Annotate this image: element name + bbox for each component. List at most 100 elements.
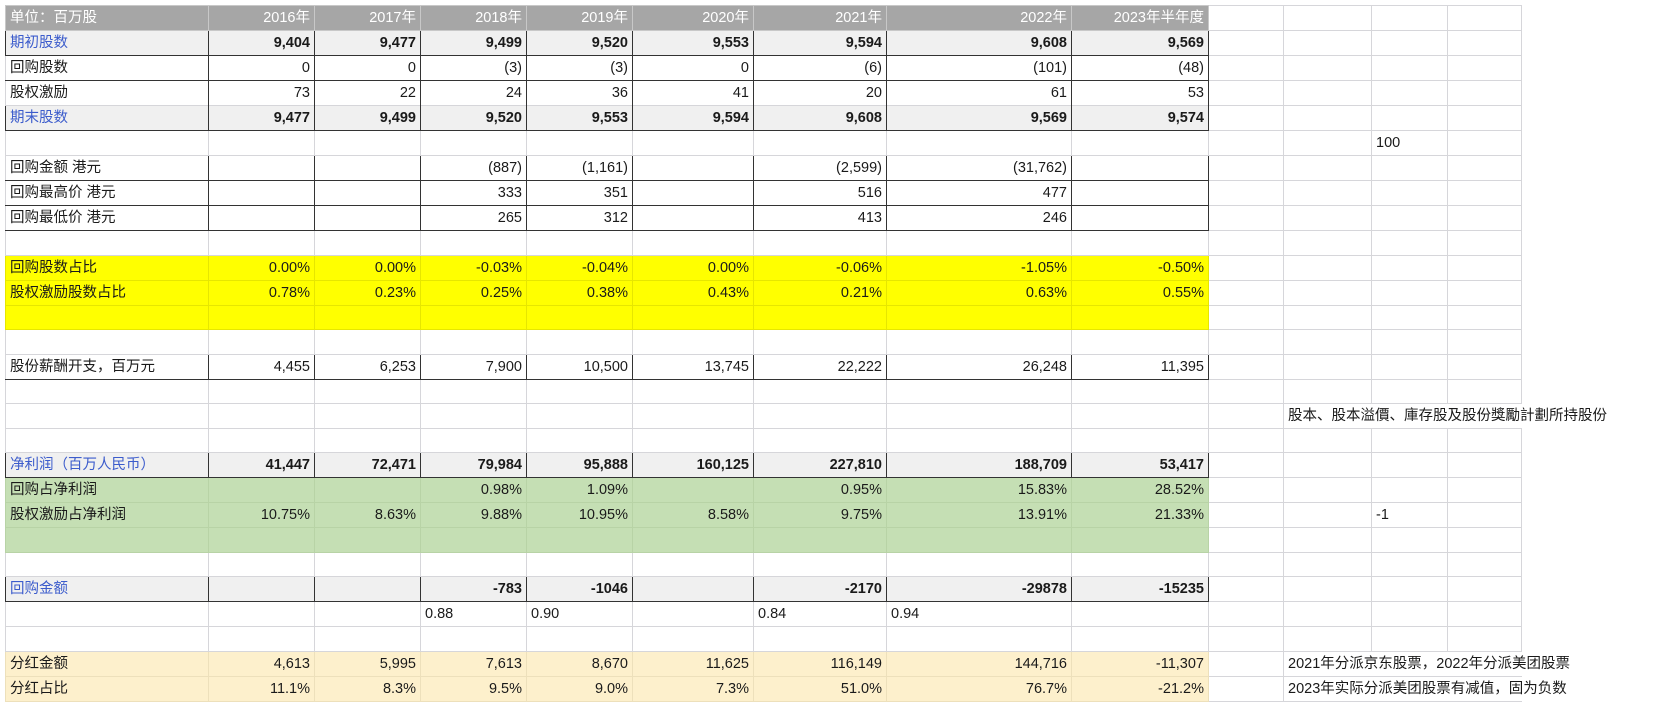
value-cell[interactable]: 0.95% bbox=[753, 477, 887, 503]
value-cell[interactable]: 51.0% bbox=[753, 675, 887, 702]
value-cell[interactable]: 9,499 bbox=[420, 30, 527, 56]
value-cell[interactable]: 9,594 bbox=[753, 30, 887, 56]
row-label-cell[interactable]: 回购最低价 港元 bbox=[5, 205, 209, 231]
value-cell[interactable]: 0.38% bbox=[526, 279, 633, 306]
cell-l[interactable] bbox=[1371, 353, 1448, 380]
value-cell[interactable] bbox=[632, 304, 754, 330]
cell-j[interactable] bbox=[1208, 155, 1284, 181]
value-cell[interactable] bbox=[314, 230, 421, 256]
cell-k[interactable] bbox=[1283, 155, 1372, 181]
row-label-cell[interactable]: 回购占净利润 bbox=[5, 477, 209, 503]
cell-j[interactable] bbox=[1208, 180, 1284, 206]
value-cell[interactable] bbox=[753, 329, 887, 355]
value-cell[interactable] bbox=[314, 155, 421, 181]
value-cell[interactable] bbox=[753, 304, 887, 330]
cell-j[interactable] bbox=[1208, 403, 1284, 429]
value-cell[interactable]: 0.23% bbox=[314, 279, 421, 306]
value-cell[interactable]: 79,984 bbox=[420, 452, 527, 478]
value-cell[interactable]: -783 bbox=[420, 576, 527, 602]
value-cell[interactable] bbox=[314, 527, 421, 553]
value-cell[interactable] bbox=[632, 329, 754, 355]
value-cell[interactable]: 8,670 bbox=[526, 650, 633, 677]
value-cell[interactable]: 160,125 bbox=[632, 452, 754, 478]
cell-k[interactable] bbox=[1283, 230, 1372, 256]
cell-k[interactable]: 2021年分派京东股票，2022年分派美团股票 bbox=[1283, 650, 1573, 677]
value-cell[interactable]: 9,477 bbox=[314, 30, 421, 56]
cell-k[interactable] bbox=[1283, 502, 1372, 528]
value-cell[interactable] bbox=[1071, 304, 1209, 330]
value-cell[interactable]: 265 bbox=[420, 205, 527, 231]
value-cell[interactable]: 15.83% bbox=[886, 477, 1072, 503]
cell-m[interactable] bbox=[1447, 55, 1522, 81]
row-label-cell[interactable] bbox=[5, 427, 209, 453]
row-label-cell[interactable]: 期末股数 bbox=[5, 105, 209, 131]
value-cell[interactable]: -1046 bbox=[526, 576, 633, 602]
cell-j[interactable] bbox=[1208, 626, 1284, 652]
cell-m[interactable] bbox=[1447, 279, 1522, 306]
row-label-cell[interactable] bbox=[5, 626, 209, 652]
value-cell[interactable] bbox=[1071, 180, 1209, 206]
cell-j[interactable] bbox=[1208, 230, 1284, 256]
row-label-cell[interactable] bbox=[5, 551, 209, 577]
value-cell[interactable] bbox=[1071, 527, 1209, 553]
value-cell[interactable]: 7,613 bbox=[420, 650, 527, 677]
value-cell[interactable] bbox=[886, 130, 1072, 156]
value-cell[interactable] bbox=[526, 304, 633, 330]
cell-m[interactable] bbox=[1447, 130, 1522, 156]
value-cell[interactable] bbox=[632, 130, 754, 156]
value-cell[interactable]: 0.78% bbox=[208, 279, 315, 306]
value-cell[interactable]: 9,404 bbox=[208, 30, 315, 56]
value-cell[interactable]: 116,149 bbox=[753, 650, 887, 677]
row-label-cell[interactable]: 回购股数 bbox=[5, 55, 209, 81]
column-header-cell[interactable]: 2023年半年度 bbox=[1071, 5, 1209, 31]
cell-k[interactable] bbox=[1283, 626, 1372, 652]
cell-l[interactable]: -1 bbox=[1371, 502, 1448, 528]
cell-m[interactable] bbox=[1447, 551, 1522, 577]
value-cell[interactable] bbox=[314, 130, 421, 156]
value-cell[interactable]: 22 bbox=[314, 80, 421, 106]
value-cell[interactable] bbox=[314, 180, 421, 206]
value-cell[interactable] bbox=[314, 378, 421, 404]
value-cell[interactable] bbox=[886, 378, 1072, 404]
value-cell[interactable]: 53,417 bbox=[1071, 452, 1209, 478]
value-cell[interactable]: 9,569 bbox=[1071, 30, 1209, 56]
row-label-cell[interactable]: 股权激励占净利润 bbox=[5, 502, 209, 528]
value-cell[interactable] bbox=[886, 427, 1072, 453]
value-cell[interactable] bbox=[420, 304, 527, 330]
value-cell[interactable]: 516 bbox=[753, 180, 887, 206]
value-cell[interactable] bbox=[208, 427, 315, 453]
row-label-cell[interactable]: 期初股数 bbox=[5, 30, 209, 56]
cell-m[interactable] bbox=[1447, 502, 1522, 528]
cell-j[interactable] bbox=[1208, 378, 1284, 404]
cell-j[interactable] bbox=[1208, 304, 1284, 330]
value-cell[interactable] bbox=[314, 403, 421, 429]
value-cell[interactable]: 333 bbox=[420, 180, 527, 206]
value-cell[interactable]: 7.3% bbox=[632, 675, 754, 702]
cell-k[interactable] bbox=[1283, 452, 1372, 478]
value-cell[interactable] bbox=[886, 304, 1072, 330]
cell-j[interactable] bbox=[1208, 576, 1284, 602]
cell-k[interactable] bbox=[1283, 5, 1372, 31]
value-cell[interactable] bbox=[208, 477, 315, 503]
value-cell[interactable]: 9.88% bbox=[420, 502, 527, 528]
cell-l[interactable] bbox=[1371, 80, 1448, 106]
column-header-cell[interactable]: 2020年 bbox=[632, 5, 754, 31]
value-cell[interactable]: 22,222 bbox=[753, 353, 887, 380]
column-header-cell[interactable]: 2022年 bbox=[886, 5, 1072, 31]
cell-l[interactable] bbox=[1371, 329, 1448, 355]
row-label-cell[interactable] bbox=[5, 403, 209, 429]
value-cell[interactable]: 227,810 bbox=[753, 452, 887, 478]
value-cell[interactable]: 0 bbox=[314, 55, 421, 81]
value-cell[interactable]: 0 bbox=[208, 55, 315, 81]
value-cell[interactable]: 10.75% bbox=[208, 502, 315, 528]
column-header-cell[interactable]: 2019年 bbox=[526, 5, 633, 31]
cell-l[interactable] bbox=[1371, 180, 1448, 206]
value-cell[interactable] bbox=[314, 626, 421, 652]
value-cell[interactable] bbox=[1071, 427, 1209, 453]
row-label-cell[interactable]: 回购金额 bbox=[5, 576, 209, 602]
cell-m[interactable] bbox=[1447, 527, 1522, 553]
value-cell[interactable]: -0.03% bbox=[420, 254, 527, 281]
cell-l[interactable] bbox=[1371, 155, 1448, 181]
cell-l[interactable] bbox=[1371, 30, 1448, 56]
cell-m[interactable] bbox=[1447, 576, 1522, 602]
